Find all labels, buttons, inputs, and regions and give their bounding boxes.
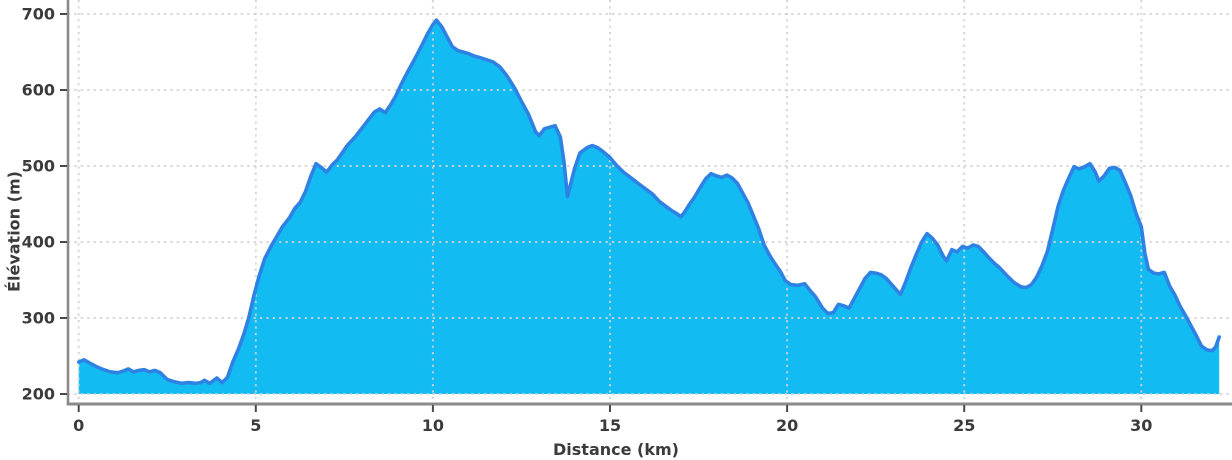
gridlines: [68, 0, 1232, 404]
y-axis-title: Élévation (m): [4, 171, 24, 292]
x-tick-label: 15: [599, 416, 621, 435]
elevation-area: [78, 20, 1220, 394]
y-tick-label: 500: [22, 157, 55, 176]
x-tick-label: 5: [250, 416, 261, 435]
y-tick-label: 300: [22, 309, 55, 328]
x-tick-label: 10: [422, 416, 444, 435]
x-tick-label: 25: [953, 416, 975, 435]
x-tick-label: 20: [776, 416, 798, 435]
elevation-line: [76, 18, 1221, 386]
y-tick-label: 200: [22, 385, 55, 404]
x-tick-label: 0: [73, 416, 84, 435]
x-axis-title: Distance (km): [553, 440, 679, 459]
y-tick-label: 700: [22, 5, 55, 24]
x-tick-label: 30: [1130, 416, 1152, 435]
y-tick-label: 600: [22, 81, 55, 100]
y-tick-label: 400: [22, 233, 55, 252]
